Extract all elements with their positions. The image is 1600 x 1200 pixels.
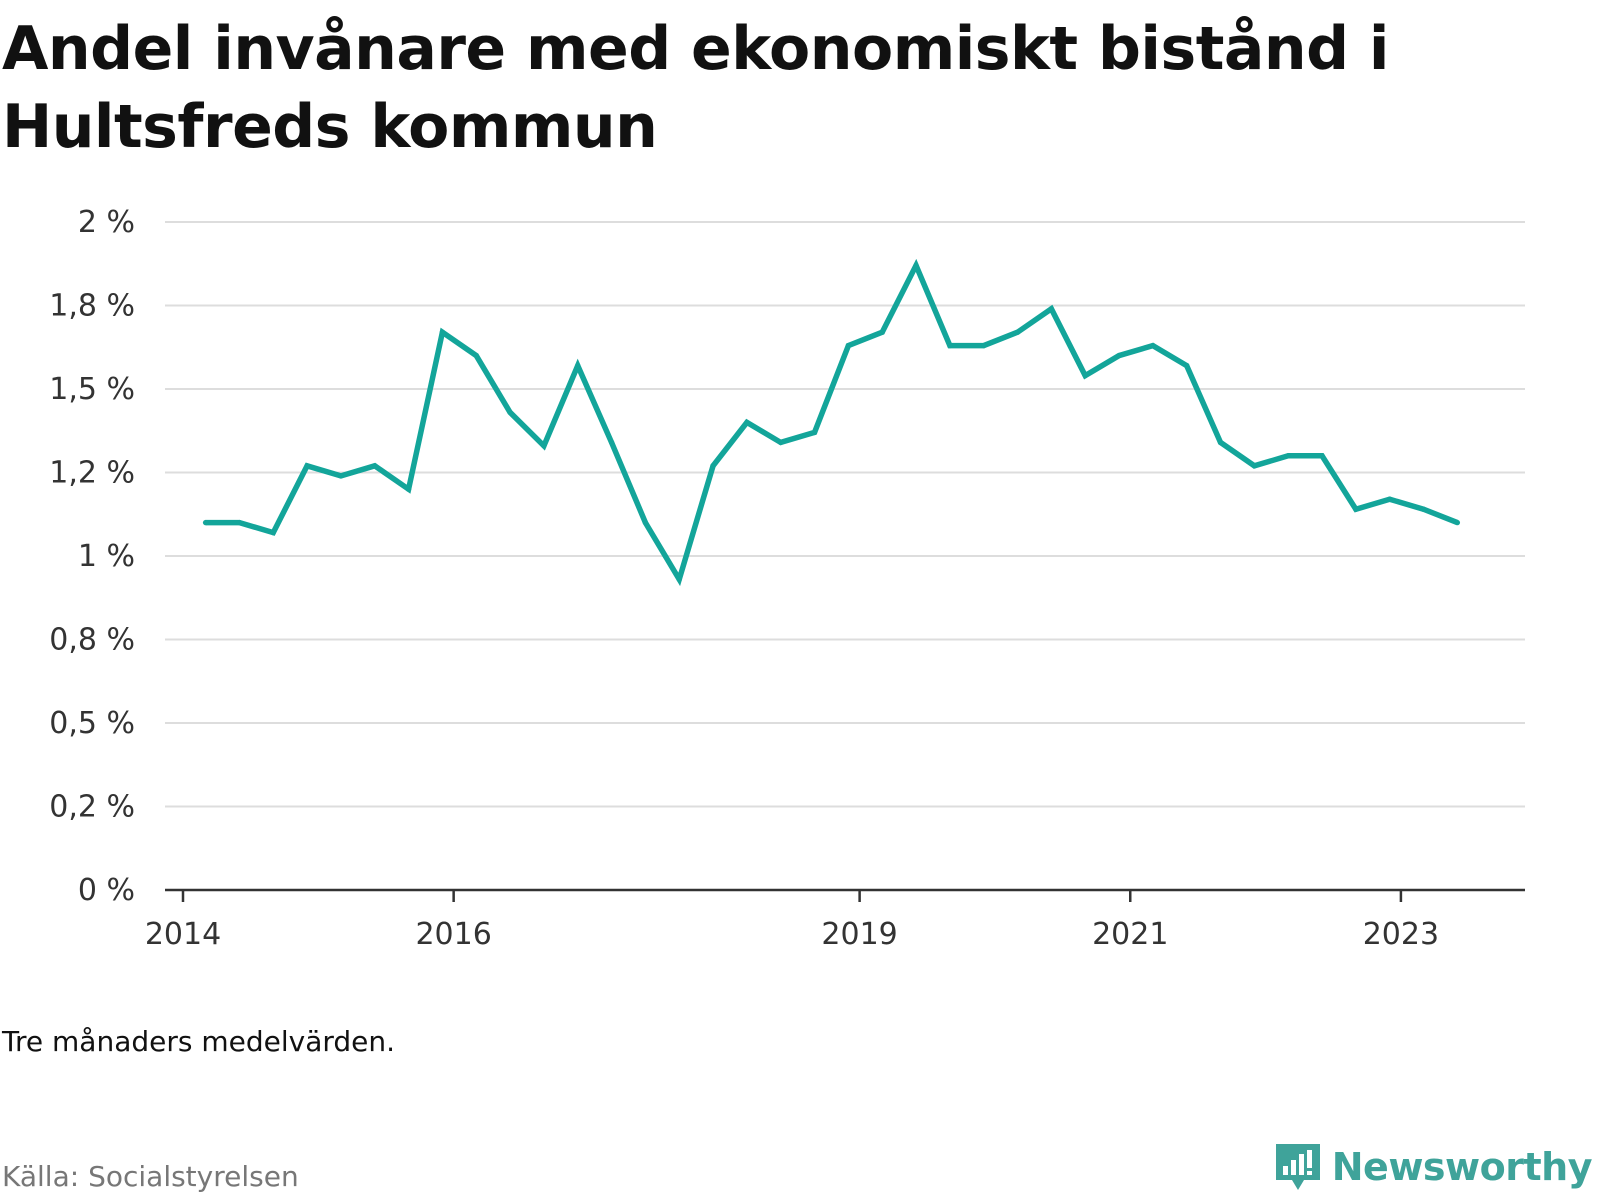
data-point <box>575 362 581 369</box>
chart-title: Andel invånare med ekonomiskt bistånd i … <box>2 14 1389 162</box>
data-point <box>202 519 209 526</box>
data-point <box>1454 519 1461 526</box>
chart-note: Tre månaders medelvärden. <box>2 1025 396 1058</box>
y-tick-label: 0,5 % <box>49 706 135 741</box>
data-point <box>1014 329 1021 335</box>
data-point <box>744 419 750 426</box>
data-point <box>676 576 682 583</box>
data-point <box>304 463 310 469</box>
data-point <box>981 342 987 349</box>
y-tick-label: 1,5 % <box>49 372 135 407</box>
y-tick-label: 1,2 % <box>49 456 135 491</box>
line-chart: 0 %0,2 %0,5 %0,8 %1 %1,2 %1,5 %1,8 %2 % … <box>49 205 1525 952</box>
data-point <box>1251 463 1258 469</box>
x-tick-label: 2023 <box>1363 917 1439 952</box>
series-line <box>205 258 1459 587</box>
newsworthy-chart-icon <box>1275 1144 1320 1190</box>
x-tick-label: 2021 <box>1092 917 1168 952</box>
data-point <box>1217 439 1224 446</box>
newsworthy-logo: Newsworthy <box>1274 1142 1593 1192</box>
data-point <box>1082 372 1088 379</box>
data-point <box>879 329 885 335</box>
y-tick-label: 1 % <box>78 539 135 574</box>
y-tick-label: 1,8 % <box>49 289 135 324</box>
data-point <box>507 409 513 416</box>
data-point <box>473 352 479 359</box>
data-point <box>1386 496 1393 502</box>
data-point <box>913 262 919 269</box>
x-axis: 2014 2016 2019 2021 2023 <box>145 888 1525 952</box>
y-tick-label: 2 % <box>78 205 135 240</box>
x-tick-label: 2014 <box>145 917 221 952</box>
data-point <box>811 429 818 436</box>
data-point <box>845 342 852 349</box>
data-point <box>947 342 953 349</box>
data-point <box>642 519 649 526</box>
data-point <box>270 529 276 536</box>
data-point <box>236 519 243 526</box>
data-point <box>439 329 446 335</box>
data-point <box>608 439 615 446</box>
source-credit: Källa: Socialstyrelsen <box>2 1160 299 1193</box>
grid-lines <box>165 221 1525 808</box>
x-tick-label: 2016 <box>415 917 491 952</box>
logo-text: Newsworthy <box>1331 1145 1593 1189</box>
data-point <box>405 486 412 492</box>
y-tick-label: 0,8 % <box>49 623 135 658</box>
x-tick-label: 2019 <box>821 917 897 952</box>
y-axis-ticks: 0 % 0,2 % 0,5 % 0,8 % 1 % 1,2 % 1,5 % 1,8 % 2 % <box>49 205 135 908</box>
data-point <box>541 443 547 449</box>
data-point <box>1319 453 1325 459</box>
data-point <box>372 463 378 469</box>
data-point <box>1048 306 1055 312</box>
data-point <box>1285 453 1291 459</box>
data-point <box>338 473 344 479</box>
data-point <box>1183 362 1190 369</box>
data-point <box>1420 506 1427 512</box>
data-point <box>1353 506 1359 512</box>
data-point <box>1116 352 1122 359</box>
y-tick-label: 0 % <box>78 873 135 908</box>
y-tick-label: 0,2 % <box>49 790 135 825</box>
data-point <box>778 439 784 446</box>
data-point <box>710 463 716 469</box>
data-point <box>1150 342 1156 349</box>
series-group <box>202 258 1461 587</box>
